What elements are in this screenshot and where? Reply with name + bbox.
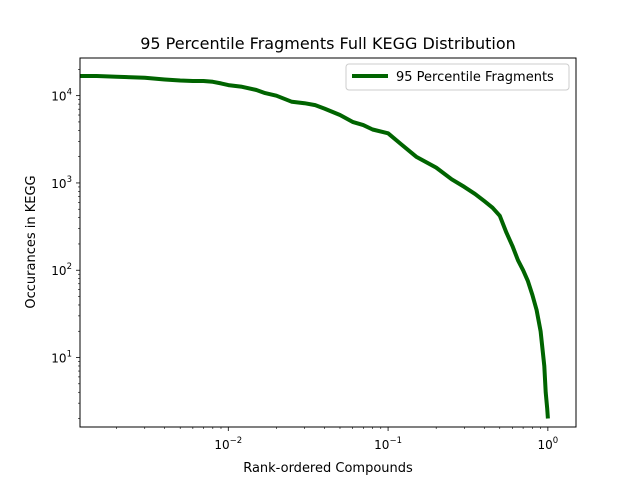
x-tick-label-2: 100	[538, 436, 559, 452]
x-tick-label-1: 10−1	[374, 436, 402, 452]
legend-label: 95 Percentile Fragments	[396, 70, 554, 85]
plot-area	[80, 58, 576, 427]
y-tick-label-1: 102	[51, 262, 72, 278]
chart-title: 95 Percentile Fragments Full KEGG Distri…	[140, 34, 516, 53]
x-axis-label: Rank-ordered Compounds	[243, 461, 413, 476]
y-tick-label-3: 104	[51, 88, 72, 104]
y-tick-label-0: 101	[51, 350, 72, 366]
legend-box	[345, 63, 570, 91]
plot-frame	[79, 57, 577, 428]
x-tick-label-0: 10−2	[214, 436, 242, 452]
y-tick-label-2: 103	[51, 175, 72, 191]
legend: 95 Percentile Fragments	[345, 63, 570, 91]
y-axis-label: Occurances in KEGG	[24, 175, 39, 308]
series-line-0	[80, 74, 550, 419]
